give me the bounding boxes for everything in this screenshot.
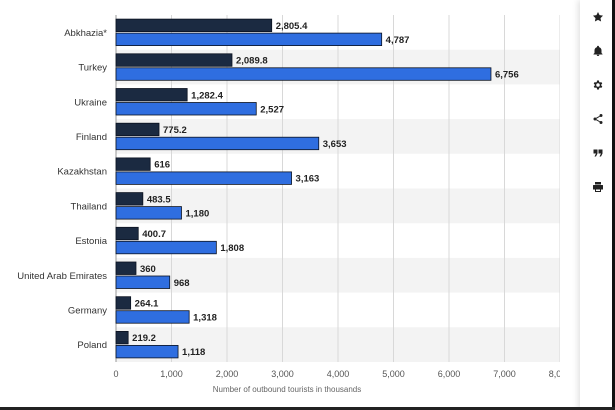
bar [115, 206, 182, 220]
data-label: 6,756 [495, 70, 519, 81]
category-label: United Arab Emirates [17, 271, 107, 282]
category-label: Germany [68, 305, 107, 316]
bar [115, 171, 292, 185]
data-label: 968 [174, 278, 190, 289]
data-label: 775.2 [163, 125, 187, 136]
bar [115, 136, 320, 151]
bar [115, 330, 129, 345]
data-label: 3,163 [296, 174, 320, 185]
x-tick-label: 8,000 [549, 369, 560, 379]
bar [115, 296, 132, 310]
bar-chart: 0 1,000 2,000 3,000 4,000 5,000 6,000 7,000 8,00… [17, 15, 560, 394]
bar [115, 67, 492, 81]
x-tick-label: 6,000 [438, 369, 461, 379]
notification-button[interactable] [587, 40, 609, 62]
share-button[interactable] [587, 108, 609, 130]
x-tick-label: 7,000 [493, 369, 516, 379]
category-label: Kazakhstan [57, 167, 107, 178]
category-label: Abkhazia* [64, 28, 107, 39]
x-axis-title: Number of outbound tourists in thousands [213, 385, 362, 394]
x-tick-label: 1,000 [160, 369, 183, 379]
bar [115, 53, 233, 67]
bar [115, 88, 188, 102]
category-label: Estonia [75, 236, 107, 247]
bar [115, 240, 217, 255]
bar [115, 32, 383, 46]
data-label: 4,787 [386, 35, 410, 46]
x-tick-label: 4,000 [327, 369, 350, 379]
category-label: Poland [77, 340, 107, 351]
print-button[interactable] [587, 176, 609, 198]
data-label: 264.1 [135, 298, 159, 309]
x-tick-label: 3,000 [271, 369, 294, 379]
bar [115, 18, 273, 33]
data-label: 2,089.8 [236, 56, 268, 67]
category-label: Turkey [78, 63, 107, 74]
window-bottom-edge [0, 407, 615, 410]
data-label: 483.5 [147, 194, 171, 205]
share-icon [593, 114, 603, 124]
x-tick-label: 0 [113, 369, 118, 379]
bar [115, 192, 144, 206]
bell-icon [593, 45, 603, 56]
data-label: 616 [154, 160, 170, 171]
cite-button[interactable] [587, 142, 609, 164]
data-label: 1,808 [220, 243, 244, 254]
x-tick-label: 2,000 [216, 369, 239, 379]
category-label: Ukraine [74, 97, 107, 108]
data-label: 1,318 [193, 312, 217, 323]
bar [115, 310, 190, 324]
category-label: Finland [76, 132, 107, 143]
data-label: 2,527 [260, 104, 284, 115]
favorite-button[interactable] [587, 6, 609, 28]
bar [115, 261, 137, 275]
star-icon [593, 12, 603, 22]
quote-icon [593, 149, 603, 157]
category-label: Thailand [71, 201, 107, 212]
chart-area: 0 1,000 2,000 3,000 4,000 5,000 6,000 7,000 8,00… [17, 15, 560, 394]
x-tick-label: 5,000 [382, 369, 405, 379]
chart-toolbar [580, 0, 615, 410]
data-label: 2,805.4 [276, 21, 308, 32]
bar [115, 122, 160, 137]
window-edge [612, 0, 615, 410]
data-label: 1,282.4 [191, 90, 223, 101]
settings-button[interactable] [587, 74, 609, 96]
bar [115, 157, 151, 171]
print-icon [593, 182, 603, 192]
bar [115, 102, 257, 116]
bar [115, 344, 179, 359]
bar [115, 226, 139, 241]
data-label: 1,180 [185, 208, 209, 219]
gear-icon [593, 80, 603, 90]
bar [115, 275, 171, 289]
data-label: 3,653 [323, 139, 347, 150]
data-label: 1,118 [182, 347, 205, 358]
data-label: 360 [140, 264, 156, 275]
data-label: 219.2 [132, 333, 156, 344]
data-label: 400.7 [142, 229, 166, 240]
